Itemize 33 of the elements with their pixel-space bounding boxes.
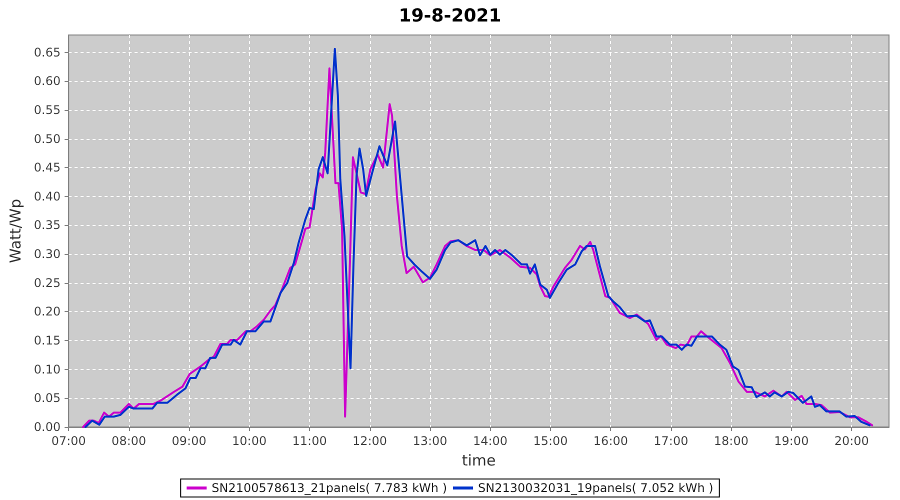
y-tick-label: 0.30 (34, 247, 61, 262)
x-tick-label: 18:00 (714, 434, 748, 448)
y-tick-label: 0.25 (34, 276, 61, 290)
y-tick-label: 0.55 (34, 102, 61, 117)
y-tick-label: 0.40 (34, 189, 61, 204)
x-tick-label: 17:00 (654, 434, 688, 448)
x-tick-label: 19:00 (774, 434, 809, 448)
x-tick-label: 14:00 (472, 434, 508, 448)
y-tick-label: 0.10 (34, 362, 61, 376)
x-tick-label: 11:00 (292, 434, 327, 448)
x-tick-label: 10:00 (232, 434, 267, 448)
y-tick-label: 0.60 (34, 74, 61, 88)
x-tick-label: 12:00 (352, 434, 388, 448)
x-tick-label: 16:00 (593, 434, 628, 448)
y-tick-label: 0.20 (34, 304, 61, 319)
legend-label: SN2130032031_19panels( 7.052 kWh ) (478, 481, 714, 495)
y-tick-label: 0.35 (34, 218, 61, 232)
y-tick-label: 0.00 (34, 420, 61, 434)
x-tick-label: 20:00 (834, 434, 869, 448)
y-tick-label: 0.65 (34, 45, 61, 60)
x-tick-label: 13:00 (412, 434, 448, 448)
x-tick-label: 15:00 (533, 434, 568, 448)
legend-label: SN2100578613_21panels( 7.783 kWh ) (212, 481, 448, 495)
y-tick-label: 0.45 (34, 160, 61, 175)
chart-title: 19-8-2021 (398, 6, 502, 26)
x-axis-title: time (462, 452, 496, 470)
y-tick-label: 0.05 (34, 391, 61, 406)
x-tick-label: 07:00 (51, 434, 86, 448)
y-axis-title: Watt/Wp (6, 198, 24, 264)
x-tick-label: 08:00 (112, 434, 146, 448)
y-tick-label: 0.50 (34, 132, 61, 146)
x-tick-label: 09:00 (172, 434, 206, 448)
y-tick-label: 0.15 (34, 334, 61, 348)
